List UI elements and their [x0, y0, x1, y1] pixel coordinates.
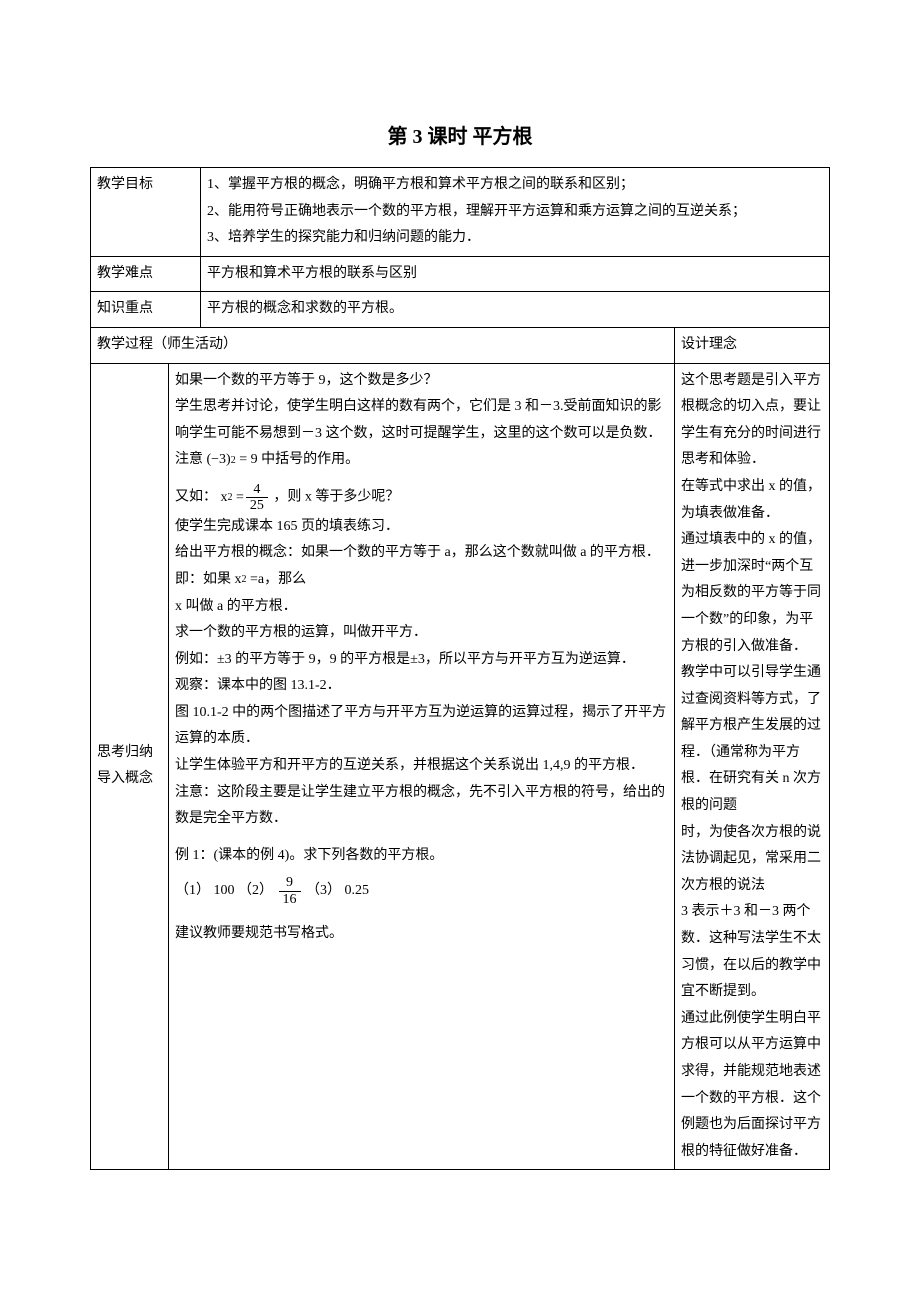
- eq2-num: 4: [246, 482, 268, 498]
- section1-label: 思考归纳 导入概念: [91, 363, 169, 1170]
- s1-l10: 图 10.1-2 中的两个图描述了平方与开平方互为逆运算的运算过程，揭示了开平方…: [175, 700, 668, 753]
- eq1: (−3)2 = 9: [207, 447, 258, 474]
- row-section1: 思考归纳 导入概念 如果一个数的平方等于 9，这个数是多少？ 学生思考并讨论，使…: [91, 363, 830, 1170]
- process-label: 教学过程（师生活动）: [91, 327, 675, 363]
- s1-l11: 让学生体验平方和开平方的互逆关系，并根据这个关系说出 1,4,9 的平方根．: [175, 753, 668, 780]
- eq1-rhs: = 9: [239, 447, 257, 474]
- s1-l7: 求一个数的平方根的运算，叫做开平方．: [175, 620, 668, 647]
- eq4-frac: 9 16: [279, 875, 301, 907]
- s1-l5: 给出平方根的概念：如果一个数的平方等于 a，那么这个数就叫做 a 的平方根．即：…: [175, 540, 668, 593]
- difficulty-text: 平方根和算术平方根的联系与区别: [201, 256, 830, 292]
- s1-l6: x 叫做 a 的平方根．: [175, 594, 668, 621]
- s1-l4: 使学生完成课本 165 页的填表练习．: [175, 514, 668, 541]
- eq2-den: 25: [246, 498, 268, 513]
- s1-l2: 学生思考并讨论，使学生明白这样的数有两个，它们是 3 和－3.受前面知识的影响学…: [175, 394, 668, 474]
- goal-text: 1、掌握平方根的概念，明确平方根和算术平方根之间的联系和区别； 2、能用符号正确…: [201, 168, 830, 257]
- eq2: x2 = 4 25: [221, 482, 270, 514]
- keypoint-label: 知识重点: [91, 292, 201, 328]
- eq2-mid: =: [236, 485, 244, 512]
- section1-body: 如果一个数的平方等于 9，这个数是多少？ 学生思考并讨论，使学生明白这样的数有两…: [169, 363, 675, 1170]
- keypoint-text: 平方根的概念和求数的平方根。: [201, 292, 830, 328]
- lesson-table: 教学目标 1、掌握平方根的概念，明确平方根和算术平方根之间的联系和区别； 2、能…: [90, 167, 830, 1170]
- goal-label: 教学目标: [91, 168, 201, 257]
- row-process-header: 教学过程（师生活动） 设计理念: [91, 327, 830, 363]
- s1-l12: 注意：这阶段主要是让学生建立平方根的概念，先不引入平方根的符号，给出的数是完全平…: [175, 780, 668, 833]
- row-goal: 教学目标 1、掌握平方根的概念，明确平方根和算术平方根之间的联系和区别； 2、能…: [91, 168, 830, 257]
- s1-l8: 例如：±3 的平方等于 9，9 的平方根是±3，所以平方与开平方互为逆运算．: [175, 647, 668, 674]
- eq4-num: 9: [279, 875, 301, 891]
- s1-l15: 建议教师要规范书写格式。: [175, 921, 668, 948]
- row-difficulty: 教学难点 平方根和算术平方根的联系与区别: [91, 256, 830, 292]
- eq3-rhs: =a，那么: [250, 572, 306, 587]
- row-keypoint: 知识重点 平方根的概念和求数的平方根。: [91, 292, 830, 328]
- s1-l14: （1） 100 （2） 9 16 （3） 0.25: [175, 875, 668, 907]
- s1-l3b: ，则 x 等于多少呢？: [273, 490, 399, 505]
- design-label: 设计理念: [675, 327, 830, 363]
- difficulty-label: 教学难点: [91, 256, 201, 292]
- s1-l3a: 又如：: [175, 490, 217, 505]
- page-title: 第 3 课时 平方根: [90, 120, 830, 149]
- s1-l14b: （3） 0.25: [306, 884, 369, 899]
- s1-l5-text: 给出平方根的概念：如果一个数的平方等于 a，那么这个数就叫做 a 的平方根．即：…: [175, 545, 660, 587]
- eq3: x2: [235, 567, 247, 594]
- eq2-frac: 4 25: [246, 482, 268, 514]
- s1-l3: 又如： x2 = 4 25 ，则 x 等于多少呢？: [175, 482, 668, 514]
- s1-l13: 例 1：(课本的例 4)。求下列各数的平方根。: [175, 843, 668, 870]
- eq4-den: 16: [279, 892, 301, 907]
- eq3-lhs: x: [235, 567, 242, 594]
- s1-l1: 如果一个数的平方等于 9，这个数是多少？: [175, 368, 668, 395]
- eq1-tail: 中括号的作用。: [261, 452, 359, 467]
- s1-l14a: （1） 100 （2）: [175, 884, 273, 899]
- eq1-base: (−3): [207, 447, 231, 474]
- section1-right: 这个思考题是引入平方根概念的切入点，要让学生有充分的时间进行思考和体验． 在等式…: [675, 363, 830, 1170]
- s1-l9: 观察：课本中的图 13.1-2．: [175, 673, 668, 700]
- eq2-lhs: x: [221, 485, 228, 512]
